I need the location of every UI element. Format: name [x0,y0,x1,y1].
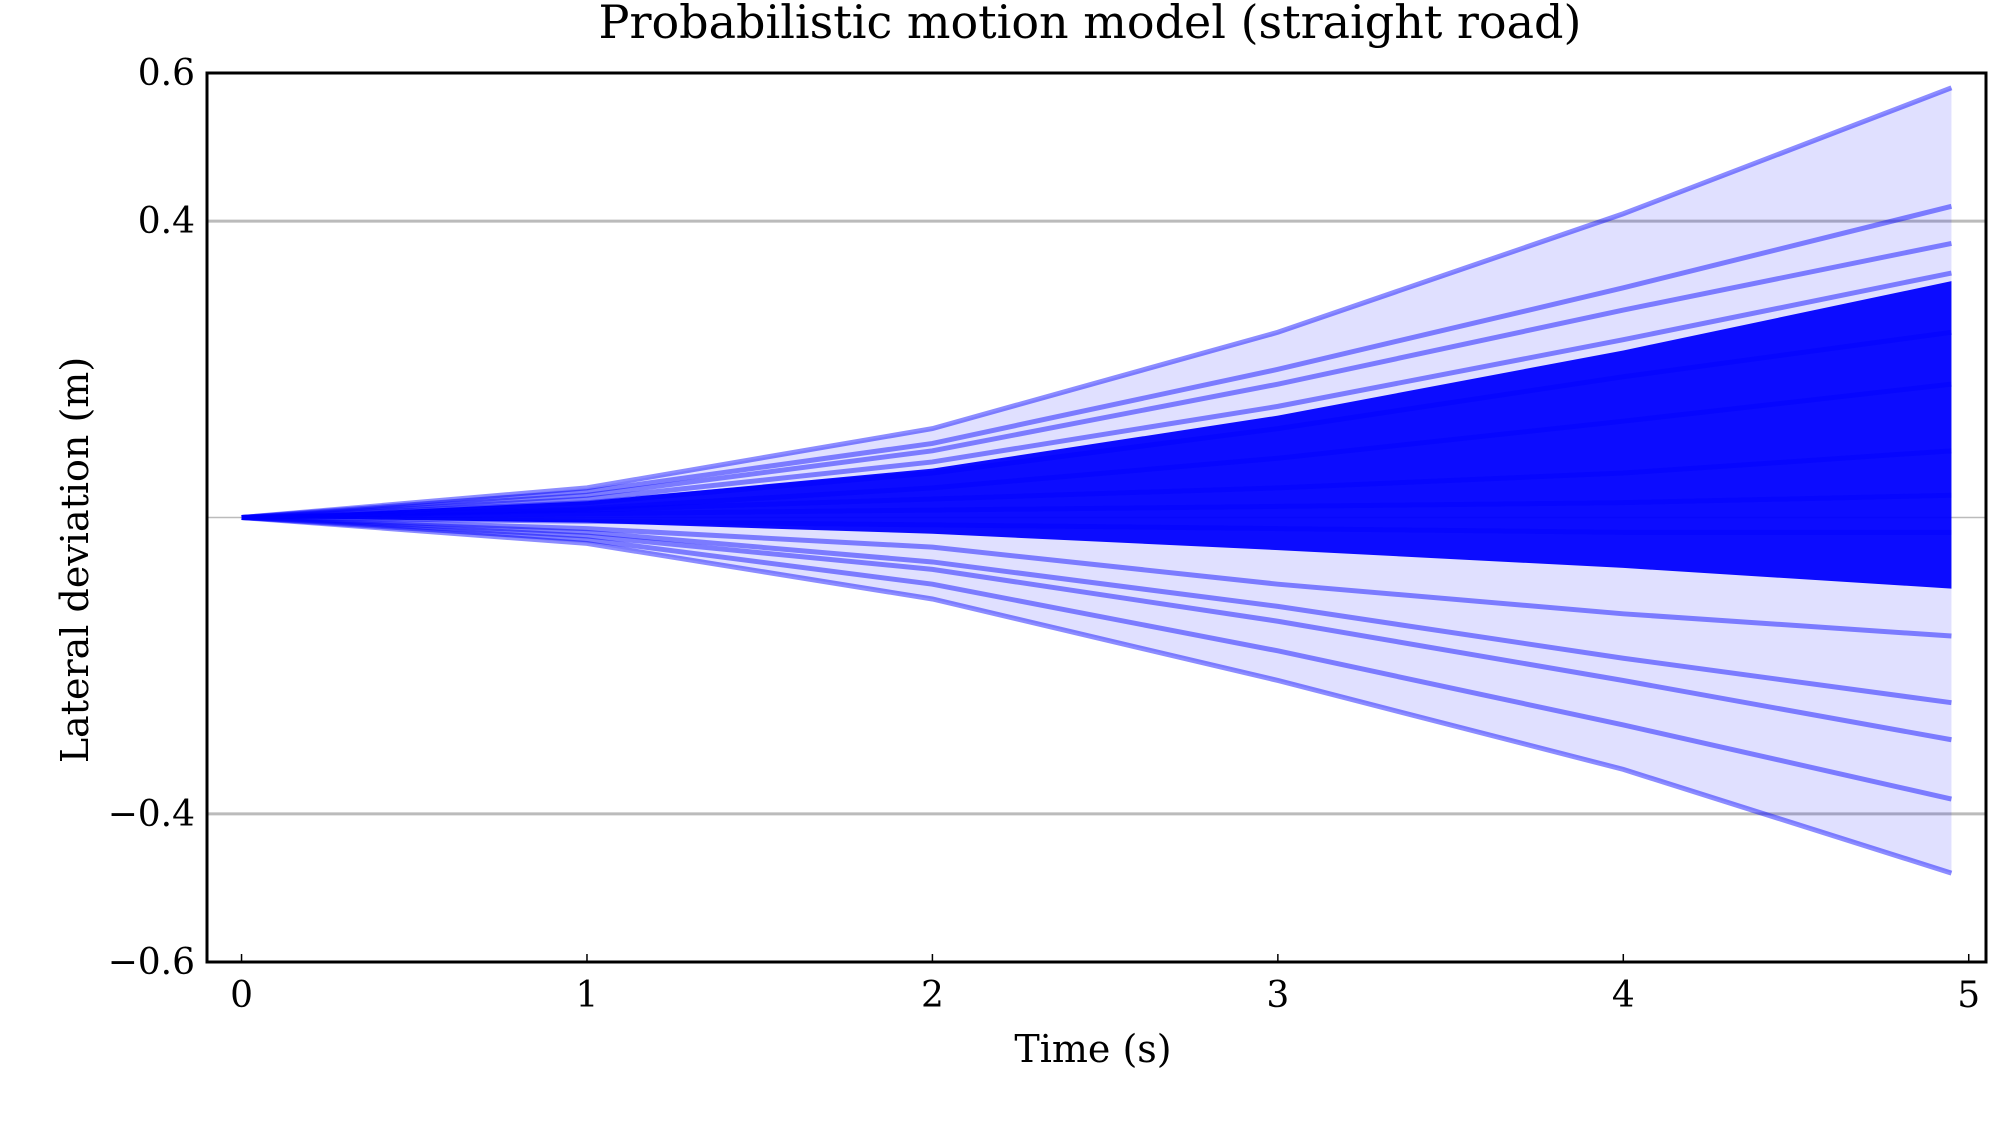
x-tick-label-4: 4 [1612,975,1635,1016]
trajectory-line-3 [241,203,1953,520]
trajectory-line-7 [241,492,1952,520]
x-axis: 0 1 2 3 4 5 [230,954,1980,1016]
trajectory-line-12 [241,515,1953,802]
trajectory-line-11 [241,515,1952,743]
x-tick-label-1: 1 [576,975,599,1016]
x-tick-label-3: 3 [1266,975,1289,1016]
trajectory-line-10 [241,515,1952,706]
x-tick-label-5: 5 [1957,975,1980,1016]
trajectory-line-0 [241,381,1952,520]
y-tick-label-0: 0.6 [138,53,195,94]
chart-title: Probabilistic motion model (straight roa… [599,0,1582,49]
y-tick-label-3: −0.6 [108,942,195,983]
trajectory-line-8 [241,515,1952,535]
trajectory-fan [241,87,1952,874]
trajectory-line-2 [241,240,1952,520]
x-tick-label-2: 2 [921,975,944,1016]
trajectory-line-4 [241,85,1953,520]
trajectory-line-13 [241,515,1953,876]
plot-area-frame [205,71,1988,964]
y-tick-label-2: −0.4 [108,794,195,835]
trajectory-envelope-core [241,281,1952,589]
trajectory-line-6 [241,448,1952,520]
trajectory-samples [241,85,1953,876]
trajectory-line-5 [241,270,1952,520]
y-tick-label-1: 0.4 [138,201,195,242]
y-axis: 0.6 0.4 −0.4 −0.6 [108,53,195,983]
x-axis-label: Time (s) [1014,1027,1171,1071]
y-axis-label: Lateral deviation (m) [53,357,97,763]
trajectory-line-1 [241,329,1952,520]
trajectory-line-9 [241,515,1952,639]
x-tick-label-0: 0 [230,975,253,1016]
